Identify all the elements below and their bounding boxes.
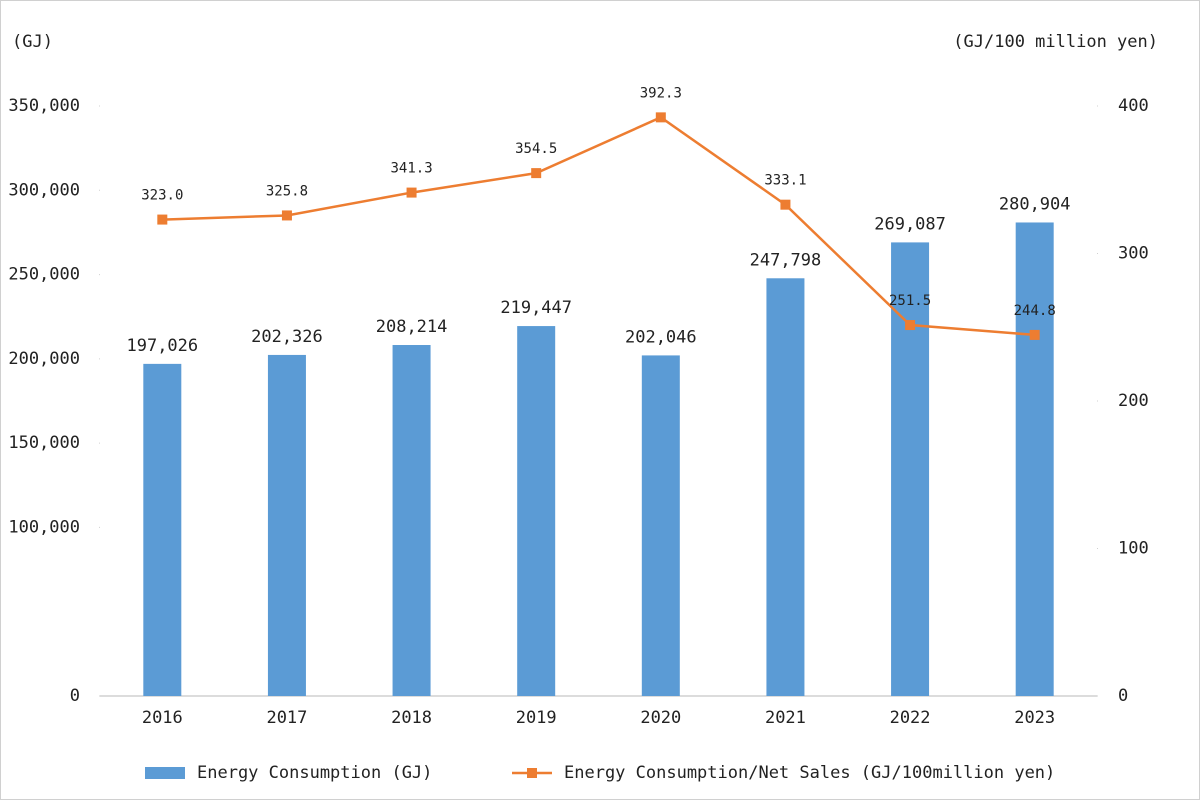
y-tick-label: 200,000 [8,349,80,369]
line-marker [157,214,168,225]
y-tick-label: 250,000 [8,265,80,285]
y-tick-label: 150,000 [8,433,80,453]
line-marker [406,187,417,198]
line-value-label: 325.8 [266,183,308,199]
y-tick-label: 300,000 [8,180,80,200]
line-marker [281,210,292,221]
x-tick-label: 2017 [266,708,307,728]
line-value-label: 251.5 [889,293,931,309]
line-value-label: 323.0 [141,188,183,204]
bar-value-label: 219,447 [500,298,572,318]
x-tick-label: 2021 [765,708,806,728]
bar [143,363,182,696]
line-value-label: 244.8 [1014,303,1056,319]
x-tick-label: 2020 [640,708,681,728]
line-value-label: 392.3 [640,85,682,101]
line-marker [905,320,916,331]
bar-value-label: 202,046 [625,327,697,347]
line-marker [1029,329,1040,340]
line-marker [780,199,791,210]
y2-tick-label: 200 [1118,391,1149,411]
line-value-label: 333.1 [764,173,806,189]
bar [766,278,805,696]
bar-value-label: 247,798 [750,250,822,270]
bar-value-label: 197,026 [126,336,198,356]
line-marker [531,168,542,179]
y-axis-unit: (GJ) [12,32,53,52]
bar [1015,222,1054,696]
legend-label: Energy Consumption/Net Sales (GJ/100mill… [564,763,1055,783]
y-tick-label: 350,000 [8,96,80,116]
x-tick-label: 2016 [142,708,183,728]
x-tick-label: 2018 [391,708,432,728]
x-tick-label: 2023 [1014,708,1055,728]
y-tick-label: 0 [70,686,80,706]
bar [641,355,680,696]
bar [891,242,930,697]
legend-label: Energy Consumption (GJ) [197,763,432,783]
bar [517,326,556,696]
y2-tick-label: 0 [1118,686,1128,706]
line-value-label: 354.5 [515,141,557,157]
bar-value-label: 269,087 [874,214,946,234]
legend-swatch [145,767,185,779]
bar-value-label: 202,326 [251,327,323,347]
y-tick-label: 100,000 [8,517,80,537]
y2-tick-label: 100 [1118,539,1149,559]
y2-axis-unit: (GJ/100 million yen) [953,32,1158,52]
x-tick-label: 2019 [516,708,557,728]
x-tick-label: 2022 [890,708,931,728]
bar [392,345,431,696]
line [162,115,1035,337]
bar-value-label: 280,904 [999,194,1071,214]
legend-marker [527,768,537,778]
y2-tick-label: 400 [1118,96,1149,116]
line-marker [655,112,666,123]
bar-value-label: 208,214 [376,317,448,337]
line-value-label: 341.3 [390,161,432,177]
bar [267,354,306,696]
y2-tick-label: 300 [1118,244,1149,264]
